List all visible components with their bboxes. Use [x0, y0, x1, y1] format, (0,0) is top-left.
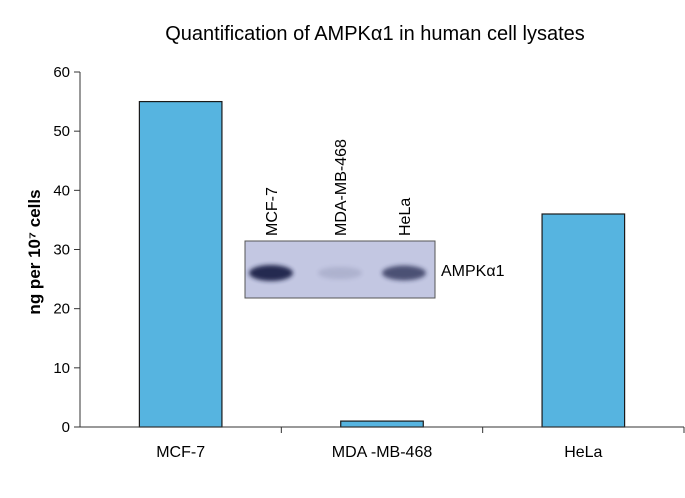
- y-tick-label: 0: [62, 419, 70, 436]
- y-tick-label: 60: [53, 64, 70, 81]
- chart-title: Quantification of AMPKα1 in human cell l…: [165, 23, 585, 45]
- bar-mda-mb-468: [340, 420, 424, 428]
- blot-band: [382, 265, 426, 281]
- blot-band: [249, 265, 293, 281]
- blot-protein-label: AMPKα1: [441, 263, 505, 280]
- y-axis-label: ng per 10⁷ cells: [25, 189, 44, 314]
- blot-lane-label: MDA-MB-468: [333, 139, 350, 236]
- y-axis: 0 10 20 30 40 50 60: [53, 64, 80, 436]
- y-tick-label: 20: [53, 301, 70, 318]
- blot-bands: [249, 265, 426, 281]
- blot-lane-label: MCF-7: [264, 187, 281, 236]
- x-category-label: HeLa: [564, 444, 602, 461]
- x-category-label: MCF-7: [156, 444, 205, 461]
- bar-hela: [541, 213, 626, 428]
- axes: [79, 72, 684, 428]
- y-tick-label: 50: [53, 123, 70, 140]
- blot-band: [318, 266, 362, 280]
- western-blot-inset: MCF-7 MDA-MB-468 HeLa AMPKα1: [244, 139, 505, 299]
- x-axis-labels: MCF-7 MDA -MB-468 HeLa: [156, 427, 685, 461]
- blot-lane-label: HeLa: [397, 198, 414, 236]
- bar-mcf-7: [138, 100, 223, 428]
- x-category-label: MDA -MB-468: [332, 444, 433, 461]
- blot-lane-labels: MCF-7 MDA-MB-468 HeLa: [264, 139, 414, 236]
- y-tick-label: 30: [53, 242, 70, 259]
- y-tick-label: 10: [53, 360, 70, 377]
- y-tick-label: 40: [53, 182, 70, 199]
